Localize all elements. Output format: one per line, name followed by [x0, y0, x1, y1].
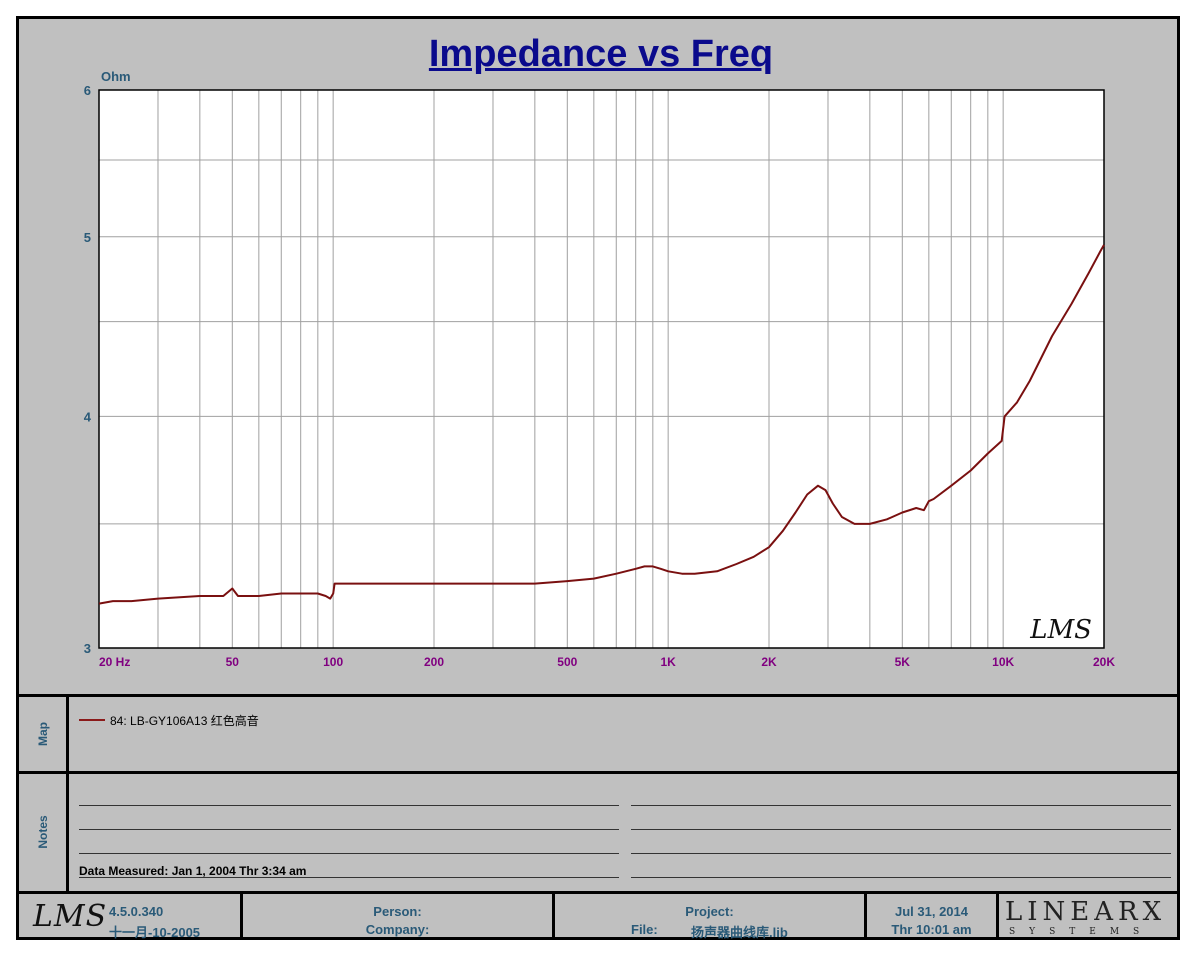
- lms-watermark: LMS: [1029, 615, 1092, 645]
- plot-border: [98, 89, 1105, 649]
- x-tick-label: 100: [323, 655, 343, 669]
- y-tick-label: 4: [84, 409, 92, 424]
- note-line: [631, 805, 1171, 806]
- note-line: [79, 853, 619, 854]
- divider-top-notes: [19, 771, 1177, 774]
- notes-label: Notes: [36, 815, 50, 849]
- x-tick-label: 500: [557, 655, 577, 669]
- project-label: Project:: [685, 904, 734, 919]
- impedance-chart: 20 Hz 50 100 200 500 1K 2K 5K 10K 20K 3 4 5 6 Ohm LMS: [84, 69, 1116, 669]
- lms-logo: LMS: [33, 899, 108, 934]
- footer-divider: [552, 894, 555, 940]
- file-label: File:: [631, 922, 658, 937]
- legend-swatch: [79, 719, 105, 721]
- note-line: [79, 805, 619, 806]
- footer-divider: [240, 894, 243, 940]
- x-tick-label: 20 Hz: [99, 655, 130, 669]
- build-date: 十一月-10-2005: [109, 925, 201, 940]
- x-tick-label: 1K: [660, 655, 676, 669]
- report-date: Jul 31, 2014: [895, 904, 968, 919]
- x-tick-label: 2K: [761, 655, 777, 669]
- note-line: [79, 877, 619, 878]
- note-line: [631, 877, 1171, 878]
- person-label: Person:: [373, 904, 422, 919]
- legend-entry: 84: LB-GY106A13 红色高音: [110, 714, 259, 728]
- chart-title: Impedance vs Freq: [428, 33, 774, 75]
- footer-divider: [864, 894, 867, 940]
- note-line: [631, 829, 1171, 830]
- version: 4.5.0.340: [109, 904, 164, 919]
- data-measured: Data Measured: Jan 1, 2004 Thr 3:34 am: [79, 864, 307, 878]
- linearx-subtitle: SYSTEMS: [1009, 927, 1154, 937]
- company-label: Company:: [365, 922, 430, 937]
- y-tick-label: 6: [84, 83, 91, 98]
- map-label: Map: [36, 722, 50, 746]
- x-tick-label: 50: [226, 655, 240, 669]
- y-tick-label: 3: [84, 641, 91, 656]
- y-tick-label: 5: [84, 230, 91, 245]
- file-name: 扬声器曲线库.lib: [691, 925, 788, 940]
- x-tick-label: 10K: [992, 655, 1014, 669]
- note-line: [79, 829, 619, 830]
- notes-divider: [66, 774, 69, 891]
- report-time: Thr 10:01 am: [891, 922, 972, 937]
- map-divider: [66, 697, 69, 771]
- linearx-logo: LINEARX: [1005, 897, 1167, 927]
- note-line: [631, 853, 1171, 854]
- footer-divider: [996, 894, 999, 940]
- divider-top-footer: [19, 891, 1177, 894]
- divider-top-map: [19, 694, 1177, 697]
- x-tick-label: 5K: [895, 655, 911, 669]
- impedance-curve: [98, 244, 1105, 605]
- y-axis-label: Ohm: [101, 69, 131, 84]
- x-tick-label: 20K: [1093, 655, 1115, 669]
- x-tick-label: 200: [424, 655, 444, 669]
- report-frame: Impedance vs Freq 20 Hz 50 100 200 500 1K 2K 5K…: [16, 16, 1180, 940]
- plot-area: [99, 90, 1104, 648]
